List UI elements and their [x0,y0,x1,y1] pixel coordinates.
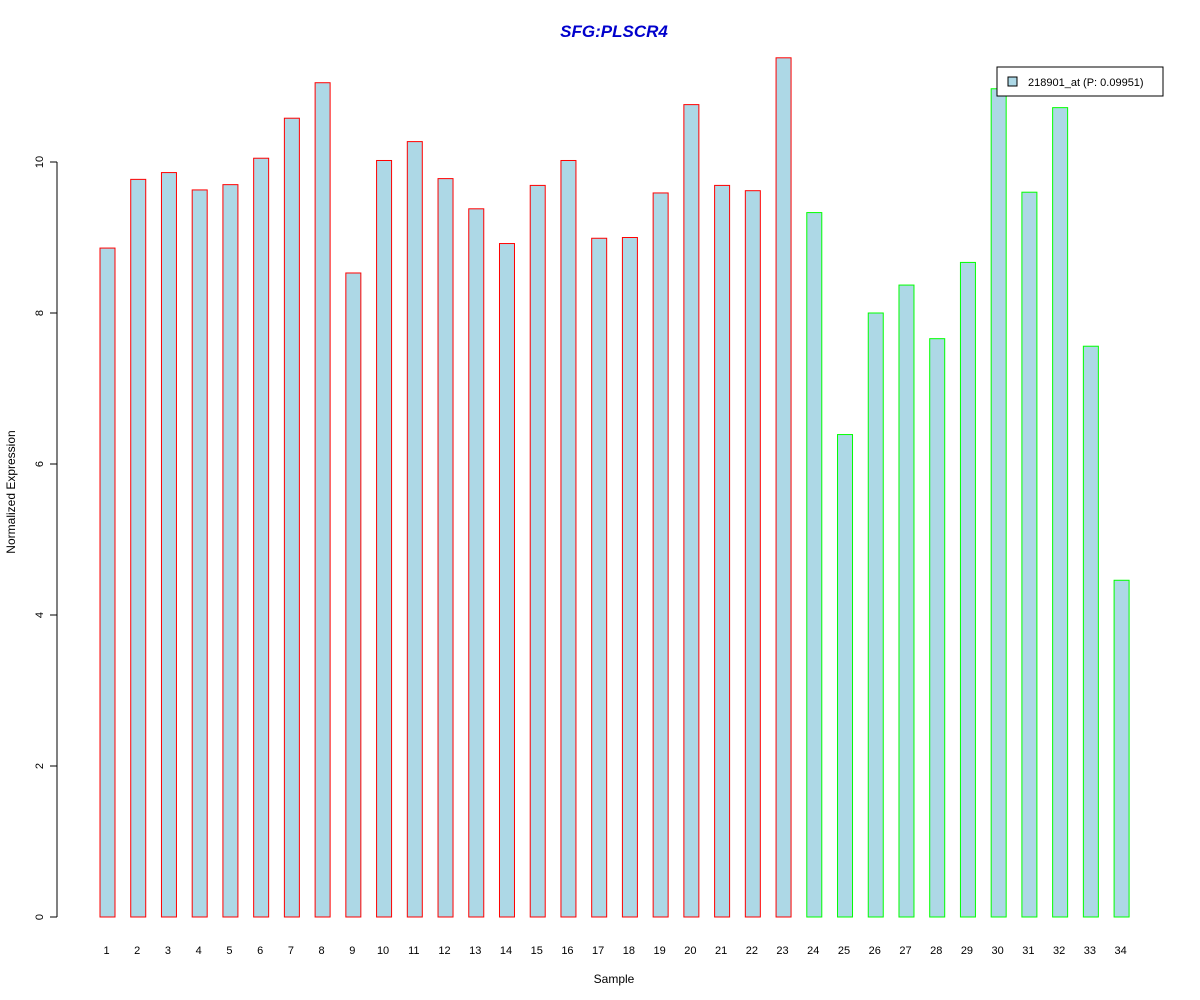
x-tick-label: 19 [654,945,666,957]
x-tick-label: 20 [684,945,696,957]
y-tick-label: 6 [34,461,46,467]
x-tick-label: 32 [1053,945,1065,957]
x-tick-label: 12 [438,945,450,957]
bar-sample-22 [744,190,761,918]
legend-label: 218901_at (P: 0.09951) [1028,77,1144,89]
bars [99,57,1130,918]
x-tick-label: 11 [408,945,419,957]
x-tick-label: 15 [531,945,543,957]
legend-box [996,66,1164,97]
bar-sample-28 [929,338,946,918]
x-tick-label: 17 [592,945,604,957]
x-tick-label: 23 [776,945,788,957]
y-tick-label: 0 [34,914,46,920]
x-tick-label: 25 [838,945,850,957]
bar-sample-3 [160,172,177,918]
x-tick-label: 34 [1114,945,1126,957]
x-tick-label: 8 [319,945,325,957]
bar-sample-19 [652,192,669,918]
x-tick-label: 24 [807,945,819,957]
bar-sample-17 [591,237,608,918]
bar-sample-7 [283,117,300,918]
bar-sample-29 [959,261,976,918]
x-tick-label: 29 [961,945,973,957]
bar-sample-11 [406,141,423,918]
bar-sample-1 [99,247,116,918]
bar-sample-26 [867,312,884,918]
bar-sample-20 [683,104,700,918]
x-tick-label: 14 [500,945,512,957]
bar-sample-30 [990,88,1007,918]
bar-sample-4 [191,189,208,918]
x-tick-label: 4 [196,945,202,957]
y-axis-title: Normalized Expression [4,430,18,553]
x-tick-label: 9 [349,945,355,957]
bar-sample-12 [437,178,454,918]
bar-sample-18 [621,237,638,918]
legend: 218901_at (P: 0.09951) [996,66,1164,97]
bar-sample-9 [345,272,362,918]
bar-sample-15 [529,184,546,918]
y-tick-label: 2 [34,763,46,769]
x-tick-label: 27 [899,945,911,957]
bar-sample-34 [1113,579,1130,918]
bar-sample-31 [1021,191,1038,918]
x-tick-label: 16 [561,945,573,957]
bar-sample-2 [130,178,147,918]
x-tick-label: 33 [1084,945,1096,957]
x-tick-label: 31 [1022,945,1034,957]
bar-sample-16 [560,159,577,918]
chart-title: SFG:PLSCR4 [560,22,668,41]
bar-sample-8 [314,82,331,918]
x-tick-label: 26 [869,945,881,957]
y-axis: 0 2 4 6 8 10 [34,156,58,920]
bar-sample-24 [806,212,823,918]
x-tick-label: 22 [746,945,758,957]
bar-sample-13 [468,208,485,918]
x-axis-tick-labels: 1 2 3 4 5 6 7 8 9 10 11 12 13 14 15 16 17 18 19 20 21 22 23 24 2… [103,945,1126,957]
x-tick-label: 7 [288,945,294,957]
x-tick-label: 28 [930,945,942,957]
x-tick-label: 21 [715,945,727,957]
bar-sample-21 [714,184,731,918]
y-tick-label: 8 [34,310,46,316]
bar-sample-32 [1052,107,1069,918]
x-tick-label: 30 [992,945,1004,957]
x-tick-label: 2 [134,945,140,957]
bar-sample-25 [837,434,854,918]
x-tick-label: 13 [469,945,481,957]
bar-sample-10 [376,159,393,918]
y-tick-label: 4 [34,612,46,618]
bar-sample-5 [222,184,239,918]
x-tick-label: 1 [103,945,109,957]
x-tick-label: 3 [165,945,171,957]
bar-sample-33 [1082,345,1099,918]
y-tick-label: 10 [34,156,46,168]
x-tick-label: 5 [226,945,232,957]
bar-sample-27 [898,284,915,918]
x-tick-label: 18 [623,945,635,957]
bar-sample-6 [253,157,270,918]
bar-sample-14 [498,243,515,918]
legend-swatch [1007,76,1018,87]
bar-sample-23 [775,57,792,918]
x-tick-label: 6 [257,945,263,957]
x-tick-label: 10 [377,945,389,957]
x-axis-title: Sample [594,972,635,986]
